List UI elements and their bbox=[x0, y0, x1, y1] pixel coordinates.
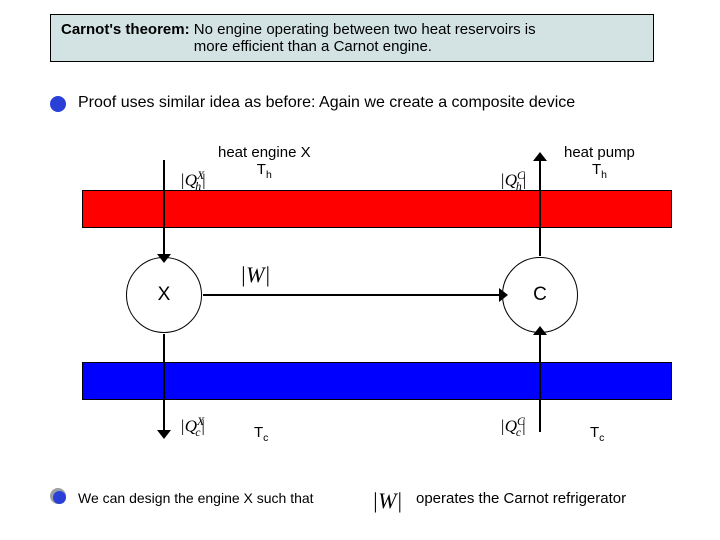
node-c-label: C bbox=[533, 284, 547, 306]
formula-qhx: |QXh| bbox=[180, 168, 206, 194]
arrow-qcx-head bbox=[157, 430, 171, 439]
proof-text: Proof uses similar idea as before: Again… bbox=[78, 94, 575, 112]
cold-reservoir bbox=[82, 362, 672, 400]
arrow-qhc-head bbox=[533, 152, 547, 161]
bullet-icon bbox=[50, 96, 66, 112]
arrow-qcc bbox=[539, 334, 541, 432]
formula-qcx: |QXc| bbox=[180, 414, 205, 440]
formula-qhc: |QCh| bbox=[500, 168, 527, 194]
bullet-icon bbox=[53, 491, 66, 504]
formula-w: |W| bbox=[240, 262, 270, 288]
arrow-qcc-head bbox=[533, 326, 547, 335]
arrow-qhx bbox=[163, 160, 165, 256]
node-x-label: X bbox=[158, 284, 171, 306]
hot-reservoir bbox=[82, 190, 672, 228]
arrow-qcx bbox=[163, 334, 165, 432]
arrow-qhc bbox=[539, 160, 541, 256]
theorem-text-2: more efficient than a Carnot engine. bbox=[194, 38, 432, 55]
arrow-qhx-head bbox=[157, 254, 171, 263]
node-x: X bbox=[126, 257, 202, 333]
arrow-w bbox=[203, 294, 501, 296]
arrow-w-head bbox=[499, 288, 508, 302]
formula-w2: |W| bbox=[372, 488, 402, 514]
conclusion-part2: operates the Carnot refrigerator bbox=[416, 490, 626, 507]
theorem-label: Carnot's theorem: bbox=[61, 21, 190, 38]
conclusion-part1: We can design the engine X such that bbox=[78, 490, 314, 506]
engine-x-label: heat engine X Th bbox=[218, 144, 311, 181]
theorem-box: Carnot's theorem: No engine operating be… bbox=[50, 14, 654, 62]
heat-pump-label: heat pump Th bbox=[564, 144, 635, 181]
theorem-text-1: No engine operating between two heat res… bbox=[194, 21, 536, 38]
formula-qcc: |QCc| bbox=[500, 414, 526, 440]
tc-left-label: Tc bbox=[254, 424, 268, 444]
node-c: C bbox=[502, 257, 578, 333]
tc-right-label: Tc bbox=[590, 424, 604, 444]
